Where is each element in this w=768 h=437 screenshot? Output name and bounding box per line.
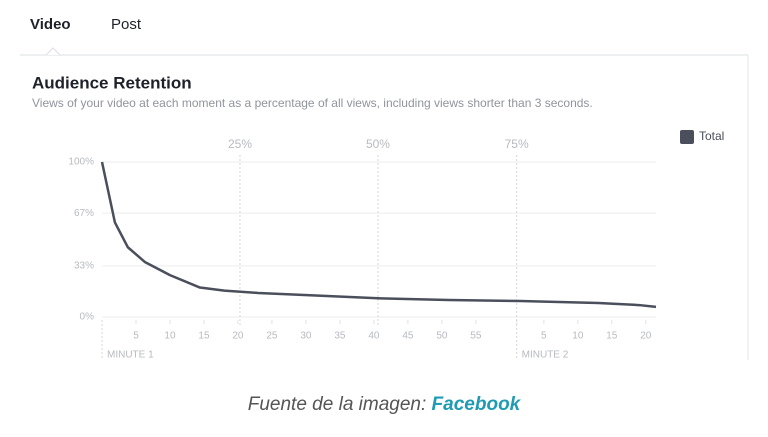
x-tick-label: 20: [640, 331, 652, 342]
minute-label: MINUTE 2: [522, 350, 569, 361]
x-tick-label: 5: [541, 331, 547, 342]
y-tick-label: 67%: [74, 208, 94, 219]
legend-swatch: [680, 130, 694, 144]
legend-label: Total: [699, 129, 724, 143]
x-tick-label: 55: [470, 331, 482, 342]
y-tick-label: 0%: [80, 312, 95, 323]
chart-title: Audience Retention: [32, 73, 192, 92]
x-tick-label: 10: [164, 331, 176, 342]
marker-label: 50%: [366, 137, 390, 151]
x-tick-label: 25: [266, 331, 278, 342]
tab[interactable]: Post: [111, 16, 142, 33]
x-tick-label: 15: [606, 331, 618, 342]
x-tick-label: 35: [334, 331, 346, 342]
series-line: [100, 161, 657, 309]
y-tick-label: 100%: [68, 157, 94, 168]
x-tick-label: 45: [402, 331, 414, 342]
marker-label: 75%: [505, 137, 529, 151]
x-tick-label: 10: [572, 331, 584, 342]
tab-caret: [45, 47, 61, 56]
x-tick-label: 15: [198, 331, 210, 342]
caption-text: Fuente de la imagen:: [248, 394, 427, 415]
minute-label: MINUTE 1: [107, 350, 154, 361]
y-tick-label: 33%: [74, 260, 94, 271]
x-tick-label: 20: [232, 331, 244, 342]
x-tick-label: 30: [300, 331, 312, 342]
caption-source[interactable]: Facebook: [432, 394, 522, 415]
caption: Fuente de la imagen: Facebook: [248, 394, 522, 415]
marker-label: 25%: [228, 137, 252, 151]
tab[interactable]: Video: [30, 16, 71, 33]
x-tick-label: 50: [436, 331, 448, 342]
x-tick-label: 40: [368, 331, 380, 342]
x-tick-label: 5: [133, 331, 139, 342]
chart-subtitle: Views of your video at each moment as a …: [32, 96, 593, 110]
